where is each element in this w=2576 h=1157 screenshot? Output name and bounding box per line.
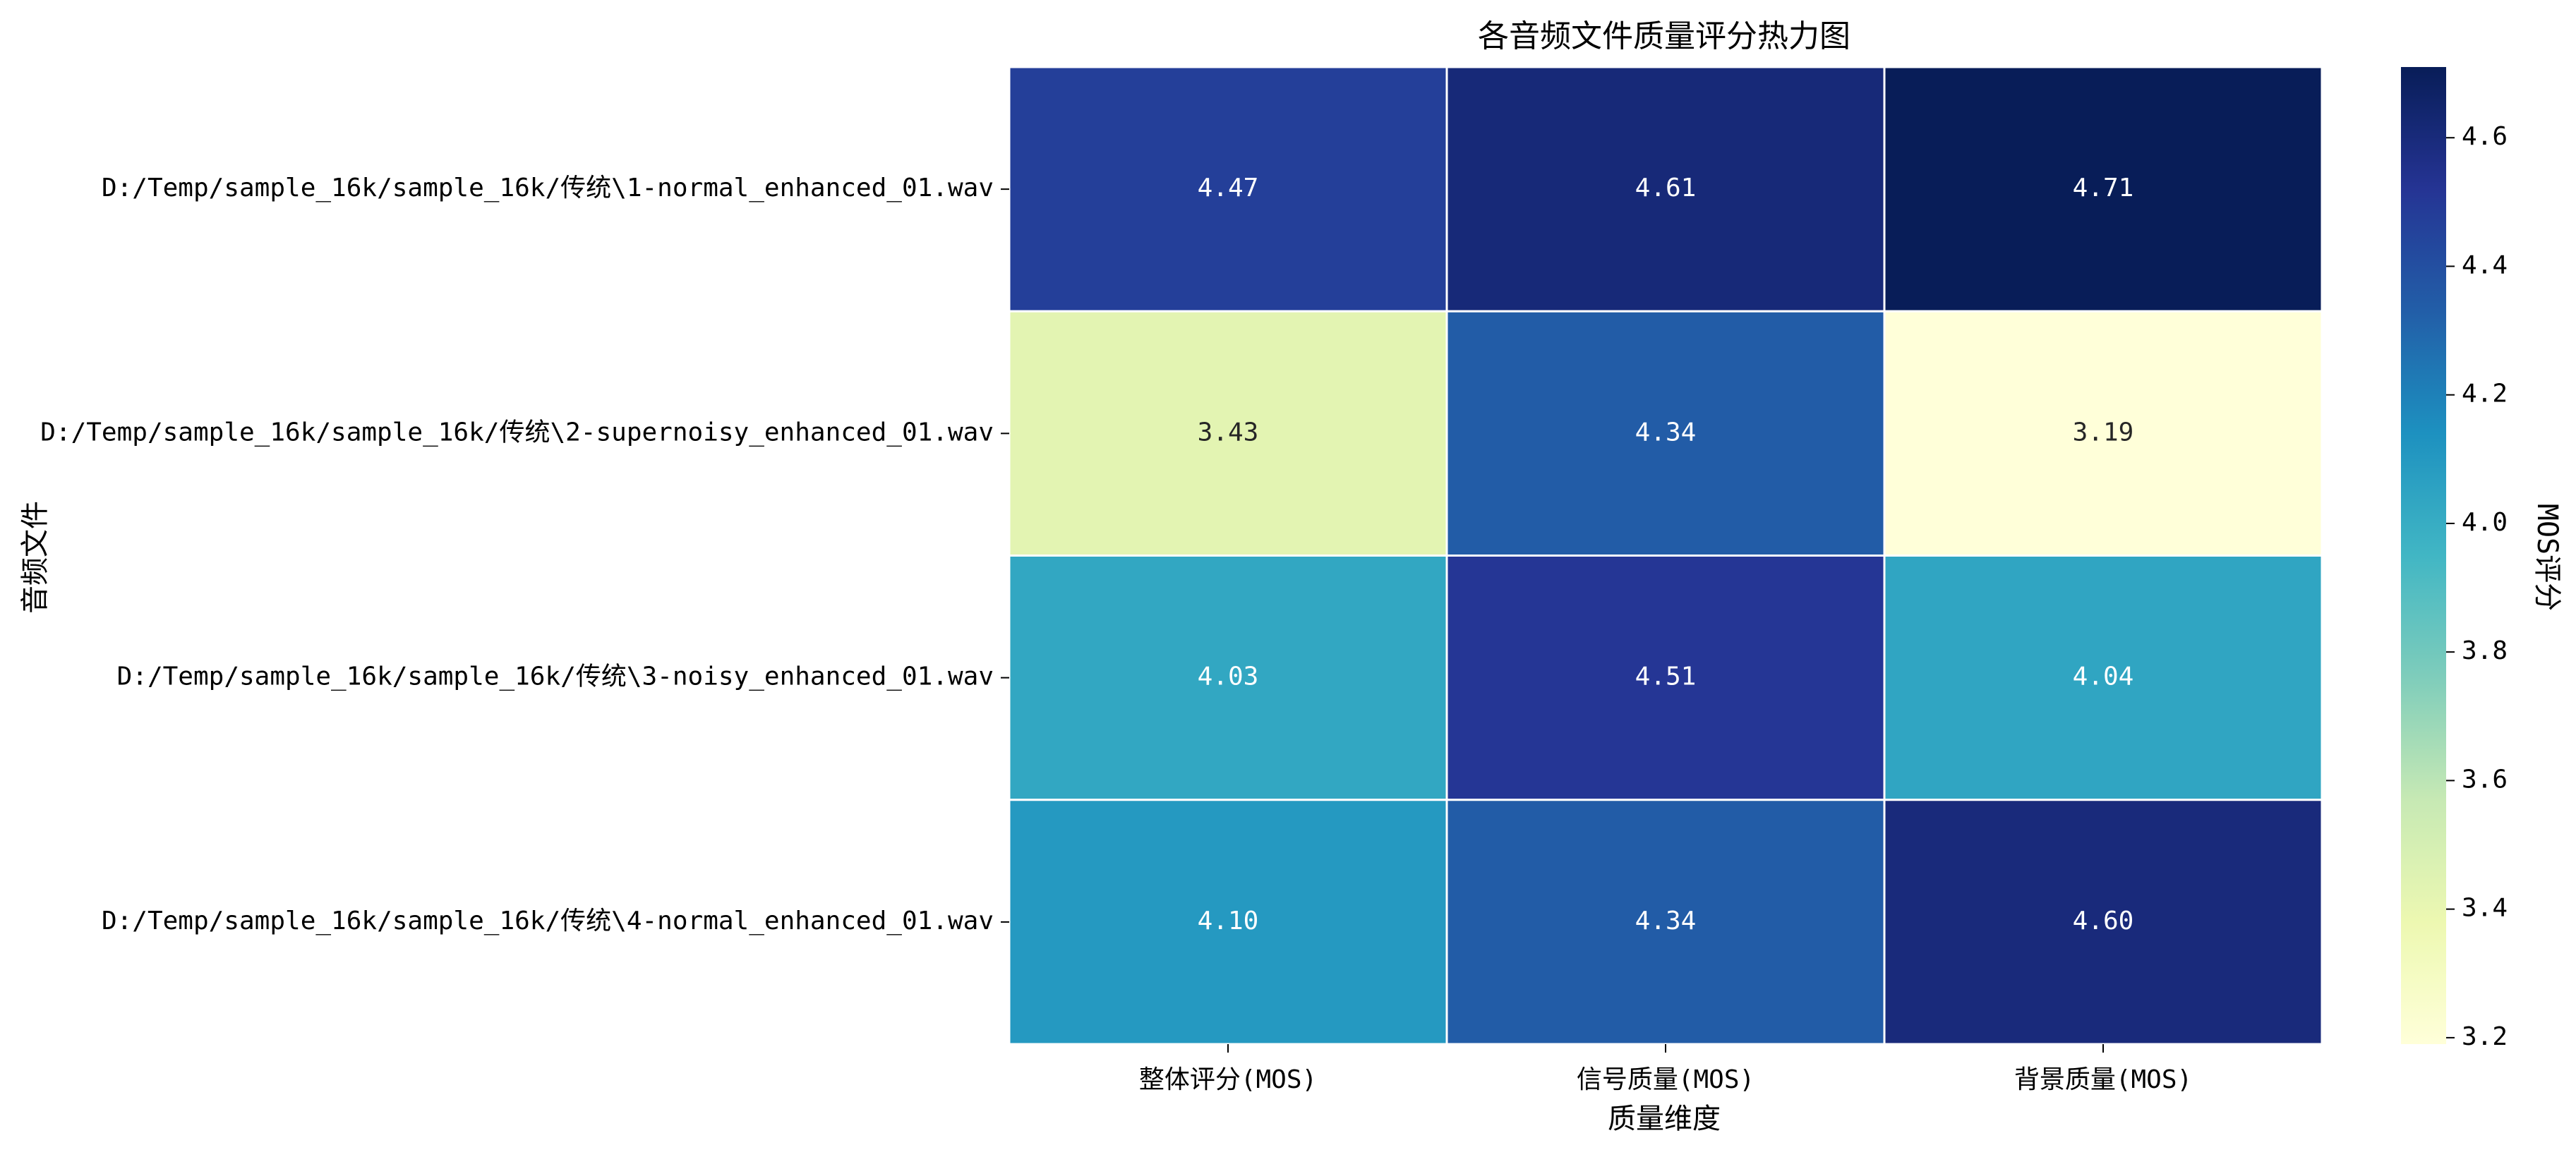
cell-value-label-r1-c3: 4.71 (2073, 174, 2134, 202)
heatmap-cell-r3-c2 (1445, 555, 1886, 801)
heatmap-cell-r4-c1 (1008, 799, 1448, 1046)
x-tick-label-3: 背景质量(MOS) (2014, 1065, 2192, 1094)
y-axis-label: 音频文件 (19, 501, 52, 614)
cell-value-label-r1-c1: 4.47 (1198, 174, 1259, 202)
cell-value-label-r2-c1: 3.43 (1198, 418, 1259, 447)
y-tick-label-1: D:/Temp/sample_16k/sample_16k/传统\1-norma… (102, 174, 994, 202)
y-tick-label-4: D:/Temp/sample_16k/sample_16k/传统\4-norma… (102, 907, 994, 935)
x-axis-label: 质量维度 (1608, 1103, 1721, 1135)
cell-value-label-r3-c3: 4.04 (2073, 662, 2134, 691)
cell-value-label-r3-c1: 4.03 (1198, 662, 1259, 691)
y-tick-labels: D:/Temp/sample_16k/sample_16k/传统\1-norma… (40, 174, 1009, 935)
heatmap-cell-r3-c1 (1008, 555, 1448, 801)
colorbar-tick-label-5: 4.0 (2462, 508, 2508, 537)
cell-value-label-r1-c2: 4.61 (1635, 174, 1697, 202)
colorbar-tick-label-6: 4.2 (2462, 380, 2508, 408)
y-tick-label-2: D:/Temp/sample_16k/sample_16k/传统\2-super… (40, 418, 994, 447)
cell-value-label-r2-c2: 4.34 (1635, 418, 1697, 447)
heatmap-cell-r2-c3 (1883, 310, 2323, 557)
heatmap-cell-r1-c2 (1445, 66, 1886, 313)
heatmap-cell-r1-c3 (1883, 66, 2323, 313)
heatmap-cell-r1-c1 (1008, 66, 1448, 313)
heatmap-cells: 4.47 4.61 4.71 3.43 4.34 3.19 4.03 4.51 4.04 4.10… (1008, 66, 2323, 1046)
colorbar-gradient (2401, 67, 2446, 1044)
heatmap-cell-r2-c2 (1445, 310, 1886, 557)
heatmap-cell-r4-c3 (1883, 799, 2323, 1046)
x-tick-label-2: 信号质量(MOS) (1577, 1065, 1755, 1094)
colorbar-label: MOS评分 (2531, 504, 2563, 611)
cell-value-label-r4-c3: 4.60 (2073, 907, 2134, 935)
colorbar-tick-label-7: 4.4 (2462, 250, 2508, 279)
colorbar: 3.2 3.4 3.6 3.8 4.0 4.2 4.4 4.6 (2401, 67, 2508, 1051)
colorbar-tick-label-8: 4.6 (2462, 122, 2508, 151)
chart-title: 各音频文件质量评分热力图 (1478, 18, 1850, 54)
colorbar-tick-label-3: 3.6 (2462, 765, 2508, 794)
cell-value-label-r4-c1: 4.10 (1198, 907, 1259, 935)
y-tick-label-3: D:/Temp/sample_16k/sample_16k/传统\3-noisy… (117, 662, 994, 691)
cell-value-label-r2-c3: 3.19 (2073, 418, 2134, 447)
cell-value-label-r3-c2: 4.51 (1635, 662, 1697, 691)
x-tick-label-1: 整体评分(MOS) (1139, 1065, 1317, 1094)
x-tick-labels: 整体评分(MOS) 信号质量(MOS) 背景质量(MOS) (1139, 1044, 2192, 1094)
colorbar-tick-label-2: 3.4 (2462, 894, 2508, 923)
cell-value-label-r4-c2: 4.34 (1635, 907, 1697, 935)
heatmap-cell-r2-c1 (1008, 310, 1448, 557)
colorbar-tick-label-4: 3.8 (2462, 636, 2508, 665)
colorbar-tick-label-1: 3.2 (2462, 1022, 2508, 1051)
